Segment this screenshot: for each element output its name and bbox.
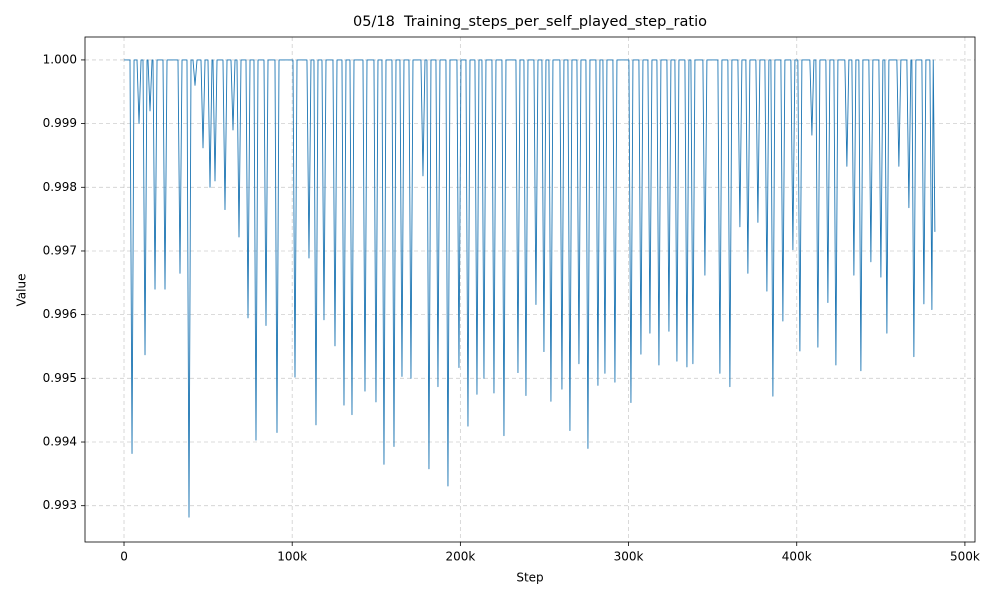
data-line [124,59,936,518]
x-tick-label: 500k [950,550,980,564]
y-tick-label: 0.997 [43,243,77,257]
y-axis-label: Value [15,274,29,307]
x-tick-label: 100k [277,550,307,564]
y-tick-label: 0.995 [43,371,77,385]
y-tick-label: 1.000 [43,52,77,66]
x-tick-label: 400k [782,550,812,564]
y-tick-label: 0.998 [43,180,77,194]
x-tick-label: 0 [120,550,128,564]
x-tick-label: 200k [445,550,475,564]
y-tick-label: 0.994 [43,435,77,449]
x-axis-label: Step [516,571,543,585]
y-tick-label: 0.993 [43,498,77,512]
chart-title: 05/18 Training_steps_per_self_played_ste… [353,14,707,30]
x-tick-label: 300k [614,550,644,564]
y-tick-label: 0.999 [43,116,77,130]
y-tick-label: 0.996 [43,307,77,321]
plot-frame [84,36,976,543]
